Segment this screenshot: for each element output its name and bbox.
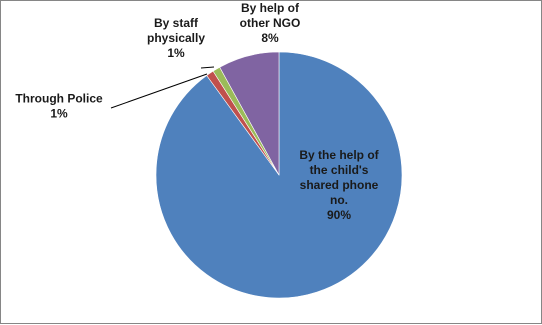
slice-name-line: the child's (310, 163, 369, 177)
slice-value-label: 90% (327, 208, 351, 222)
slice-name-line: other NGO (240, 16, 301, 30)
pie-slice-4 (219, 51, 280, 176)
slice-name-line: By help of (241, 1, 300, 15)
slice-label-3: By staff physically 1% (147, 16, 205, 60)
slice-label-4: By help of other NGO 8% (240, 1, 301, 45)
slice-name-line: By the help of (299, 148, 379, 162)
slice-name-line: physically (147, 31, 205, 45)
slice-label-1: By the help of the child's shared phone no.… (299, 148, 379, 222)
slice-name-line: no. (330, 193, 348, 207)
slice-label-2: Through Police 1% (15, 92, 103, 121)
slice-name-line: shared phone (300, 178, 379, 192)
slice-value-label: 1% (50, 107, 68, 121)
slice-name-line: Through Police (15, 92, 103, 106)
leader-line-3 (200, 66, 215, 69)
leader-line-2 (110, 73, 208, 109)
slice-value-label: 1% (167, 46, 185, 60)
slice-value-label: 8% (261, 31, 279, 45)
slice-name-line: By staff (154, 16, 199, 30)
